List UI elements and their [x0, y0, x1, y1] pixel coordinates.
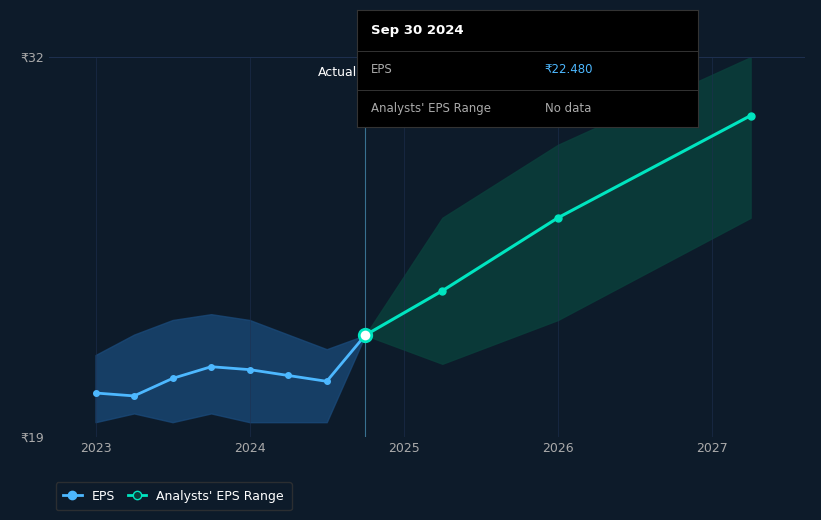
Legend: EPS, Analysts' EPS Range: EPS, Analysts' EPS Range — [56, 482, 291, 510]
Text: EPS: EPS — [371, 63, 392, 76]
Text: Analysts Forecasts: Analysts Forecasts — [373, 66, 489, 79]
Text: Actual: Actual — [319, 66, 358, 79]
Text: Sep 30 2024: Sep 30 2024 — [371, 24, 463, 37]
Text: No data: No data — [544, 101, 591, 114]
Text: ₹22.480: ₹22.480 — [544, 63, 593, 76]
Text: Analysts' EPS Range: Analysts' EPS Range — [371, 101, 491, 114]
